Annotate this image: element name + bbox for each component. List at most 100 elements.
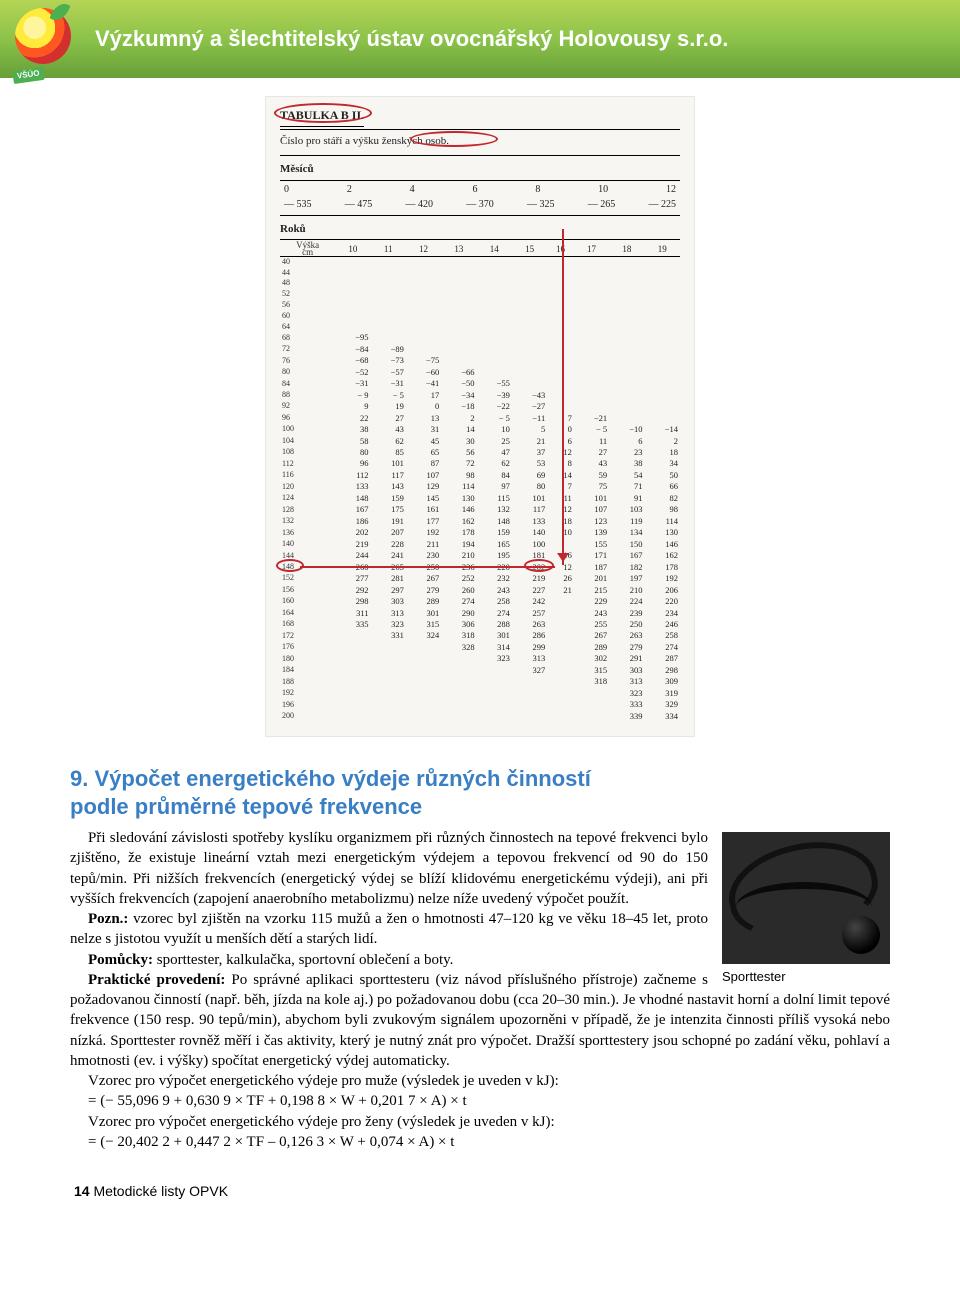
data-cell: 25: [477, 436, 512, 447]
data-cell: 230: [406, 550, 441, 561]
data-cell: [645, 300, 681, 311]
data-cell: −31: [335, 378, 370, 389]
data-cell: 319: [645, 688, 681, 699]
data-cell: [547, 300, 574, 311]
data-cell: [441, 300, 476, 311]
table-row: 10880856556473712272318: [280, 447, 680, 458]
data-cell: [574, 289, 609, 300]
section-title-1: Výpočet energetického výdeje různých čin…: [94, 766, 590, 791]
year-head-cell: 18: [609, 242, 644, 257]
data-cell: [547, 344, 574, 355]
data-cell: −95: [335, 332, 370, 343]
data-cell: [371, 653, 406, 664]
data-cell: [645, 278, 681, 289]
data-cell: −57: [371, 367, 406, 378]
height-cell: 120: [280, 481, 335, 492]
data-cell: 302: [574, 653, 609, 664]
data-cell: 148: [335, 493, 370, 504]
scan-subtitle: Číslo pro stáří a výšku ženských osob.: [280, 134, 680, 149]
data-cell: 38: [609, 458, 644, 469]
data-cell: 288: [477, 619, 512, 630]
data-cell: [512, 355, 547, 366]
data-cell: −27: [512, 401, 547, 412]
data-cell: [441, 699, 476, 710]
data-cell: [477, 711, 512, 722]
height-cell: 136: [280, 527, 335, 538]
data-cell: 96: [335, 458, 370, 469]
data-cell: [477, 311, 512, 322]
data-cell: 242: [512, 596, 547, 607]
data-cell: [512, 268, 547, 279]
body-text: Sporttester Při sledování závislosti spo…: [70, 828, 890, 1152]
months-val-cell: — 265: [588, 198, 616, 212]
data-cell: [574, 688, 609, 699]
site-header: VŠÚO Výzkumný a šlechtitelský ústav ovoc…: [0, 0, 960, 78]
data-cell: [574, 355, 609, 366]
data-cell: [441, 665, 476, 676]
data-cell: [547, 630, 574, 641]
data-cell: [609, 278, 644, 289]
data-cell: [512, 278, 547, 289]
page-content: TABULKA B II. Číslo pro stáří a výšku že…: [0, 78, 960, 1221]
data-cell: 8: [547, 458, 574, 469]
months-head-cell: 0: [284, 183, 289, 197]
data-cell: 187: [574, 562, 609, 573]
height-cell: 172: [280, 630, 335, 641]
data-cell: 162: [645, 550, 681, 561]
year-head-cell: 19: [645, 242, 681, 257]
data-cell: 69: [512, 470, 547, 481]
data-cell: −22: [477, 401, 512, 412]
months-val-cell: — 420: [406, 198, 434, 212]
table-row: 12013314312911497807757166: [280, 481, 680, 492]
data-cell: 228: [371, 539, 406, 550]
data-cell: [371, 256, 406, 267]
data-cell: 114: [441, 481, 476, 492]
section-number: 9.: [70, 766, 88, 791]
year-head-cell: 14: [477, 242, 512, 257]
data-cell: 5: [512, 424, 547, 435]
data-cell: [335, 278, 370, 289]
data-cell: [371, 642, 406, 653]
data-cell: [335, 653, 370, 664]
data-cell: [574, 311, 609, 322]
data-cell: 327: [512, 665, 547, 676]
section-title-2: podle průměrné tepové frekvence: [70, 794, 422, 819]
data-cell: [477, 699, 512, 710]
data-cell: 21: [547, 585, 574, 596]
data-cell: 274: [441, 596, 476, 607]
data-cell: −21: [574, 413, 609, 424]
data-cell: −50: [441, 378, 476, 389]
height-cell: 60: [280, 311, 335, 322]
data-cell: [441, 322, 476, 333]
data-cell: 65: [406, 447, 441, 458]
height-cell: 152: [280, 573, 335, 584]
section-heading: 9. Výpočet energetického výdeje různých …: [70, 765, 890, 820]
data-cell: [609, 378, 644, 389]
data-cell: 244: [335, 550, 370, 561]
data-cell: [574, 699, 609, 710]
data-cell: [645, 268, 681, 279]
height-cell: 176: [280, 642, 335, 653]
data-cell: [406, 344, 441, 355]
years-label: Roků: [280, 222, 680, 237]
data-cell: 0: [547, 424, 574, 435]
scanned-table-figure: TABULKA B II. Číslo pro stáří a výšku že…: [265, 96, 695, 737]
data-cell: [574, 332, 609, 343]
data-cell: [371, 665, 406, 676]
table-row: 15227728126725223221926201197192: [280, 573, 680, 584]
data-cell: − 5: [574, 424, 609, 435]
height-cell: 104: [280, 436, 335, 447]
sporttester-figure: Sporttester: [722, 832, 890, 986]
data-cell: 315: [406, 619, 441, 630]
data-cell: 80: [335, 447, 370, 458]
data-cell: −55: [477, 378, 512, 389]
data-cell: [547, 311, 574, 322]
data-cell: 220: [645, 596, 681, 607]
data-cell: 2: [645, 436, 681, 447]
data-cell: [547, 401, 574, 412]
height-cell: 184: [280, 665, 335, 676]
data-cell: [645, 344, 681, 355]
year-head-cell: 11: [371, 242, 406, 257]
data-cell: 313: [609, 676, 644, 687]
data-cell: [406, 300, 441, 311]
